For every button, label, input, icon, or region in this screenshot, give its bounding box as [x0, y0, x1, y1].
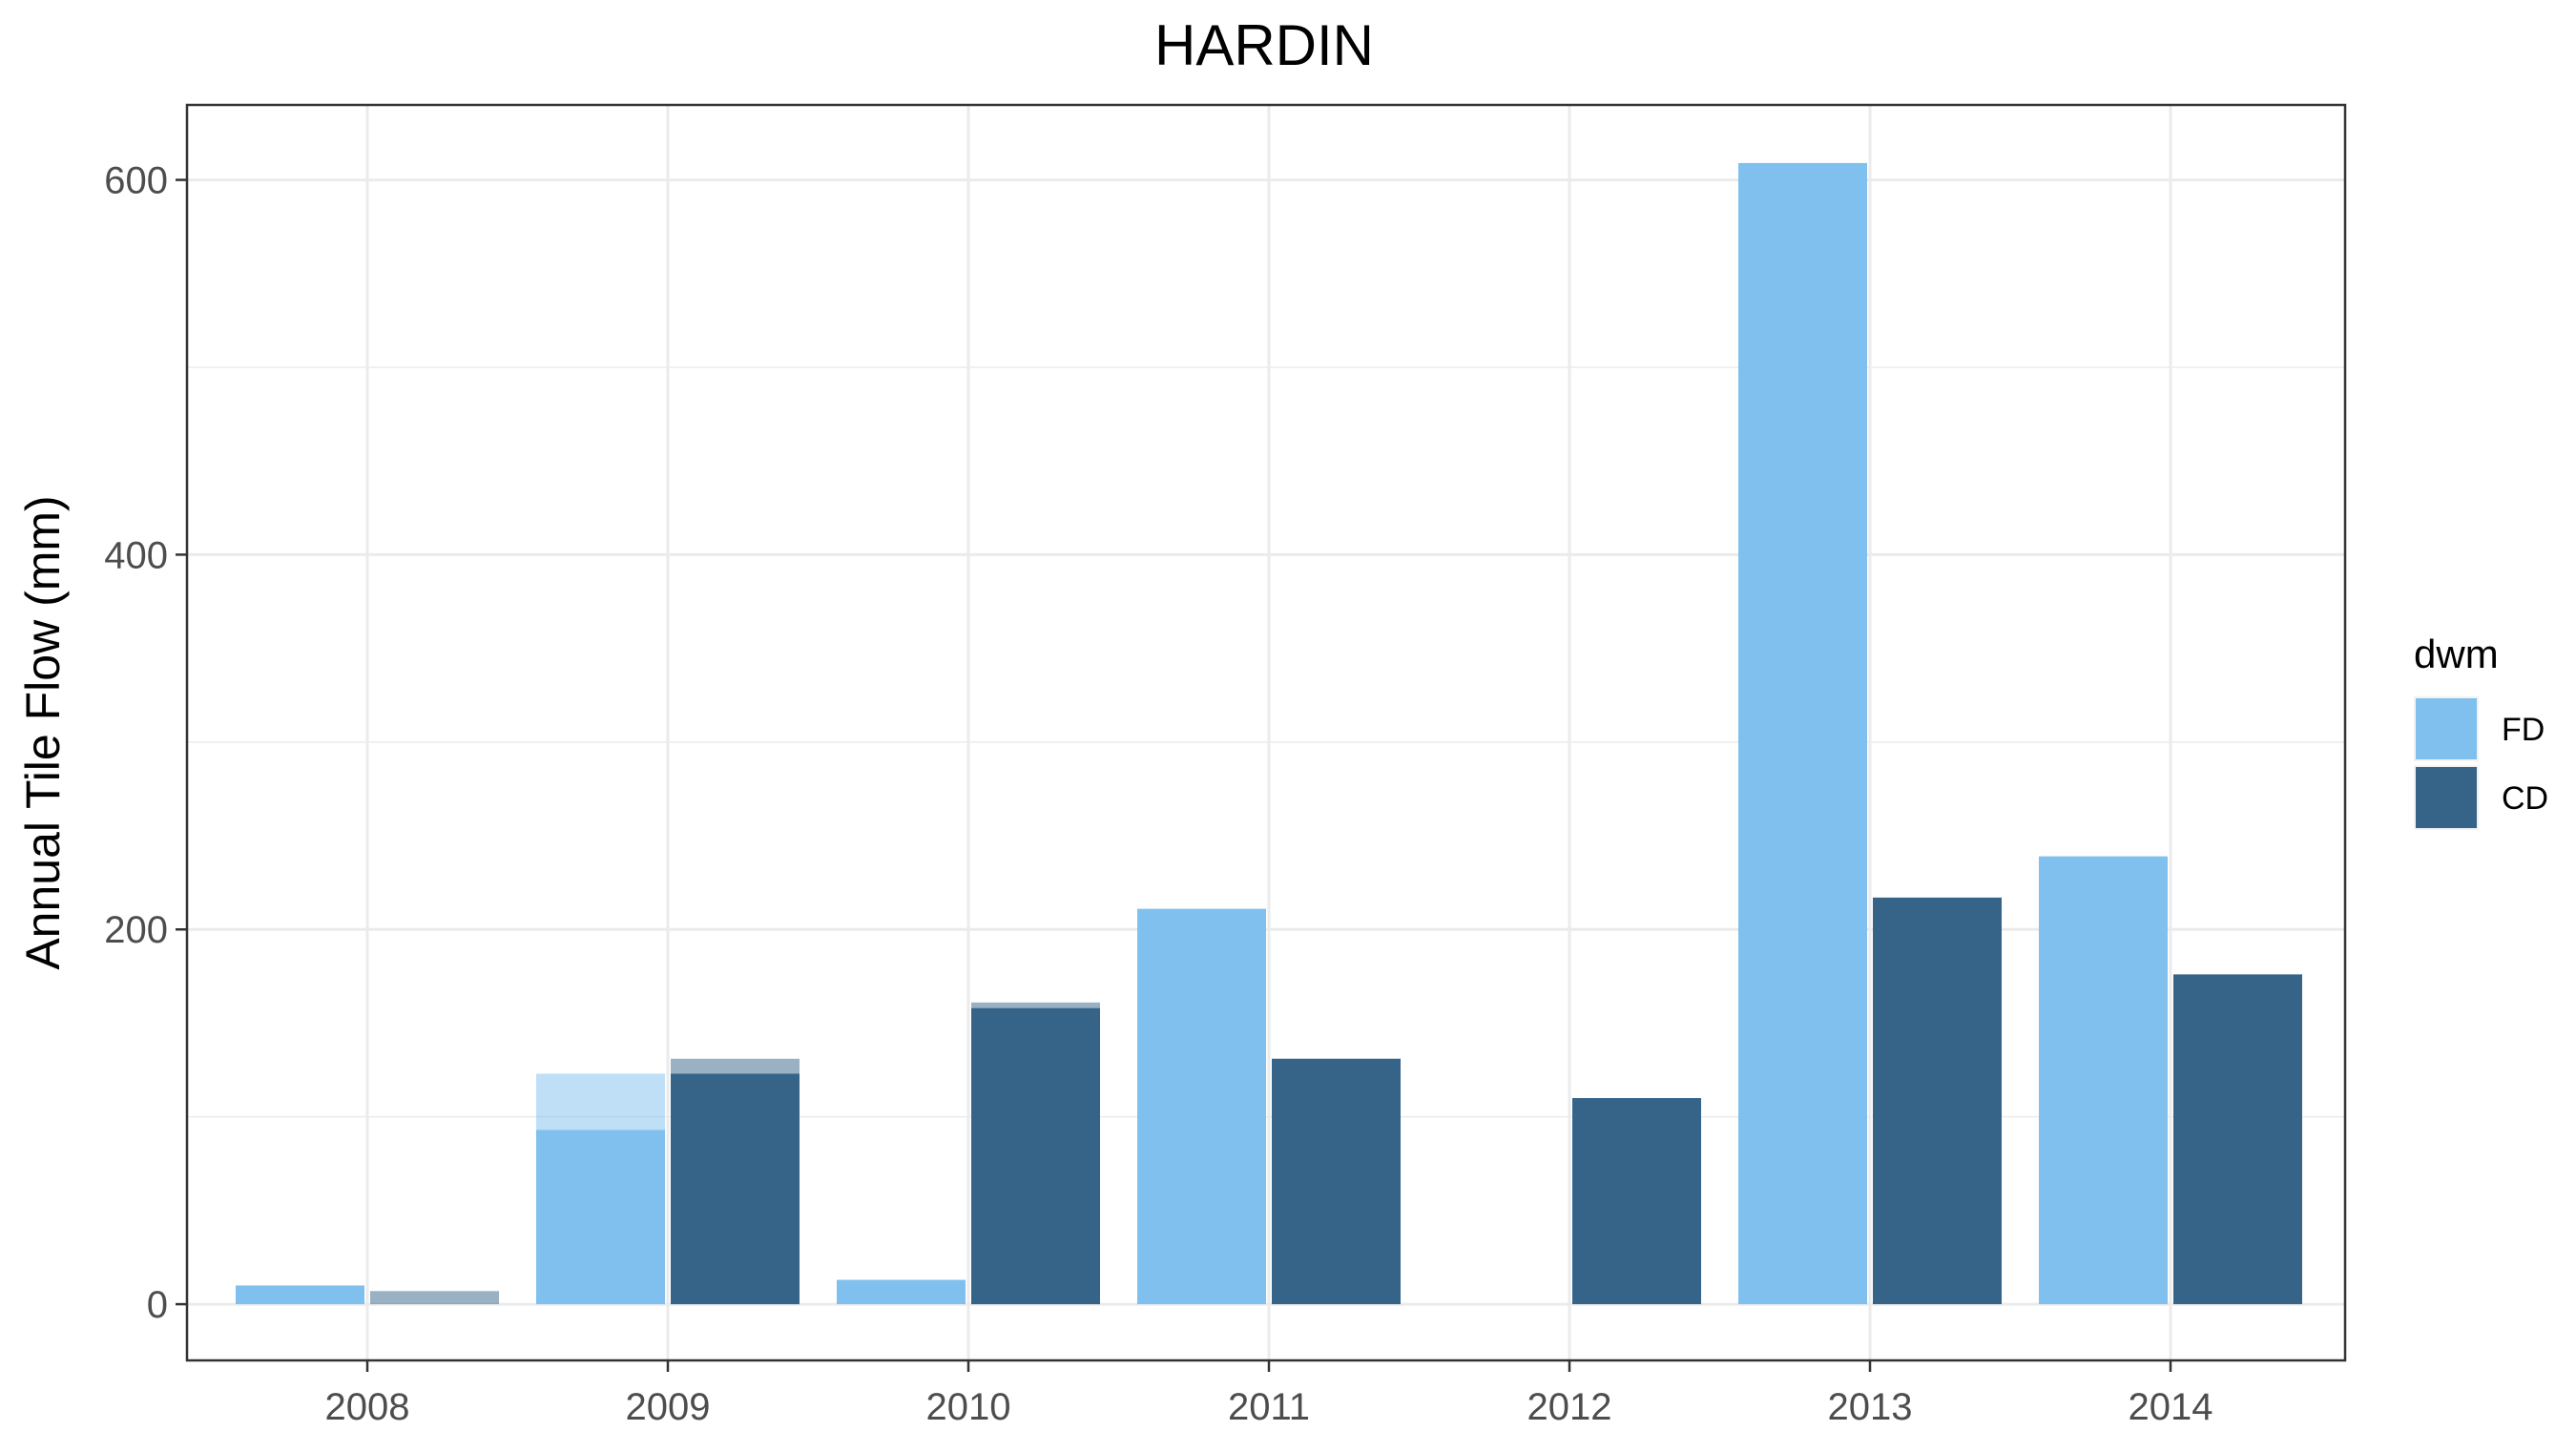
bars: [236, 162, 2302, 1305]
y-tick-label: 0: [147, 1284, 168, 1326]
bar-fd-2008: [236, 1285, 364, 1305]
legend: dwm FD CD: [2414, 632, 2548, 830]
grid-lines: [187, 105, 2345, 1360]
bar-fd-2010: [837, 1279, 966, 1305]
x-tick-label: 2013: [1828, 1386, 1913, 1428]
y-axis-title: Annual Tile Flow (mm): [16, 495, 70, 969]
legend-swatch-fd: [2416, 698, 2477, 759]
x-tick-label: 2011: [1228, 1386, 1310, 1428]
bar-cd-2013: [1873, 897, 2002, 1305]
x-axis: 2008 2009 2010 2011 2012 2013 2014: [325, 1360, 2213, 1428]
bar-cd-2011: [1272, 1058, 1401, 1305]
bar-cd-faded-2008: [370, 1291, 499, 1305]
x-tick-label: 2014: [2129, 1386, 2213, 1428]
y-tick-label: 400: [104, 534, 168, 576]
legend-title: dwm: [2414, 632, 2499, 676]
x-tick-label: 2010: [926, 1386, 1011, 1428]
y-tick-label: 600: [104, 160, 168, 202]
bar-cd-2010: [971, 1007, 1100, 1305]
x-tick-label: 2009: [626, 1386, 711, 1428]
x-tick-label: 2008: [325, 1386, 410, 1428]
panel-border: [185, 103, 2347, 1362]
legend-label-cd: CD: [2502, 780, 2548, 817]
x-tick-label: 2012: [1527, 1386, 1612, 1428]
bar-fd-2011: [1137, 908, 1266, 1305]
bar-cd-2014: [2173, 974, 2302, 1305]
bar-cd-2012: [1572, 1098, 1701, 1305]
legend-label-fd: FD: [2502, 712, 2545, 748]
y-tick-label: 200: [104, 909, 168, 951]
bar-fd-2013: [1738, 162, 1867, 1305]
bar-cd-2009: [671, 1073, 800, 1305]
bar-fd-2014: [2039, 856, 2168, 1305]
legend-swatch-cd: [2416, 767, 2477, 828]
y-axis: 0 200 400 600: [104, 160, 187, 1326]
chart-title: HARDIN: [1154, 13, 1374, 77]
bar-fd-2009: [536, 1130, 665, 1305]
